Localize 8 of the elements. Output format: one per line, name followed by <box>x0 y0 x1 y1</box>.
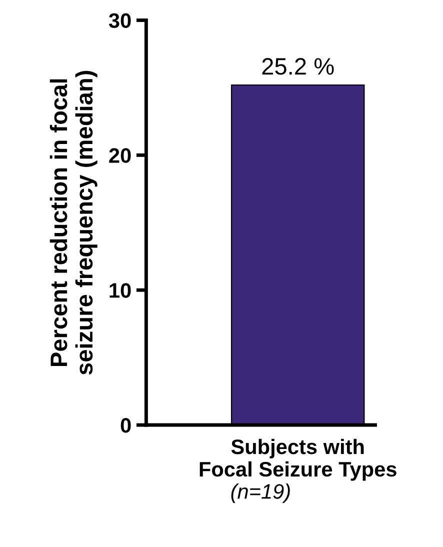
data-label: 25.2 % <box>262 58 334 75</box>
y-axis-title: Percent reduction in focal seizure frequency (median) <box>50 70 98 375</box>
y-tick-label: 0 <box>120 418 131 433</box>
x-axis-title: (n=19) <box>231 484 290 503</box>
y-tick-label: 30 <box>108 13 131 28</box>
y-tick-label: 10 <box>110 283 131 298</box>
y-tick-label: 20 <box>109 148 131 163</box>
x-tick-label: Subjects with Focal Seizure Types <box>200 438 396 481</box>
